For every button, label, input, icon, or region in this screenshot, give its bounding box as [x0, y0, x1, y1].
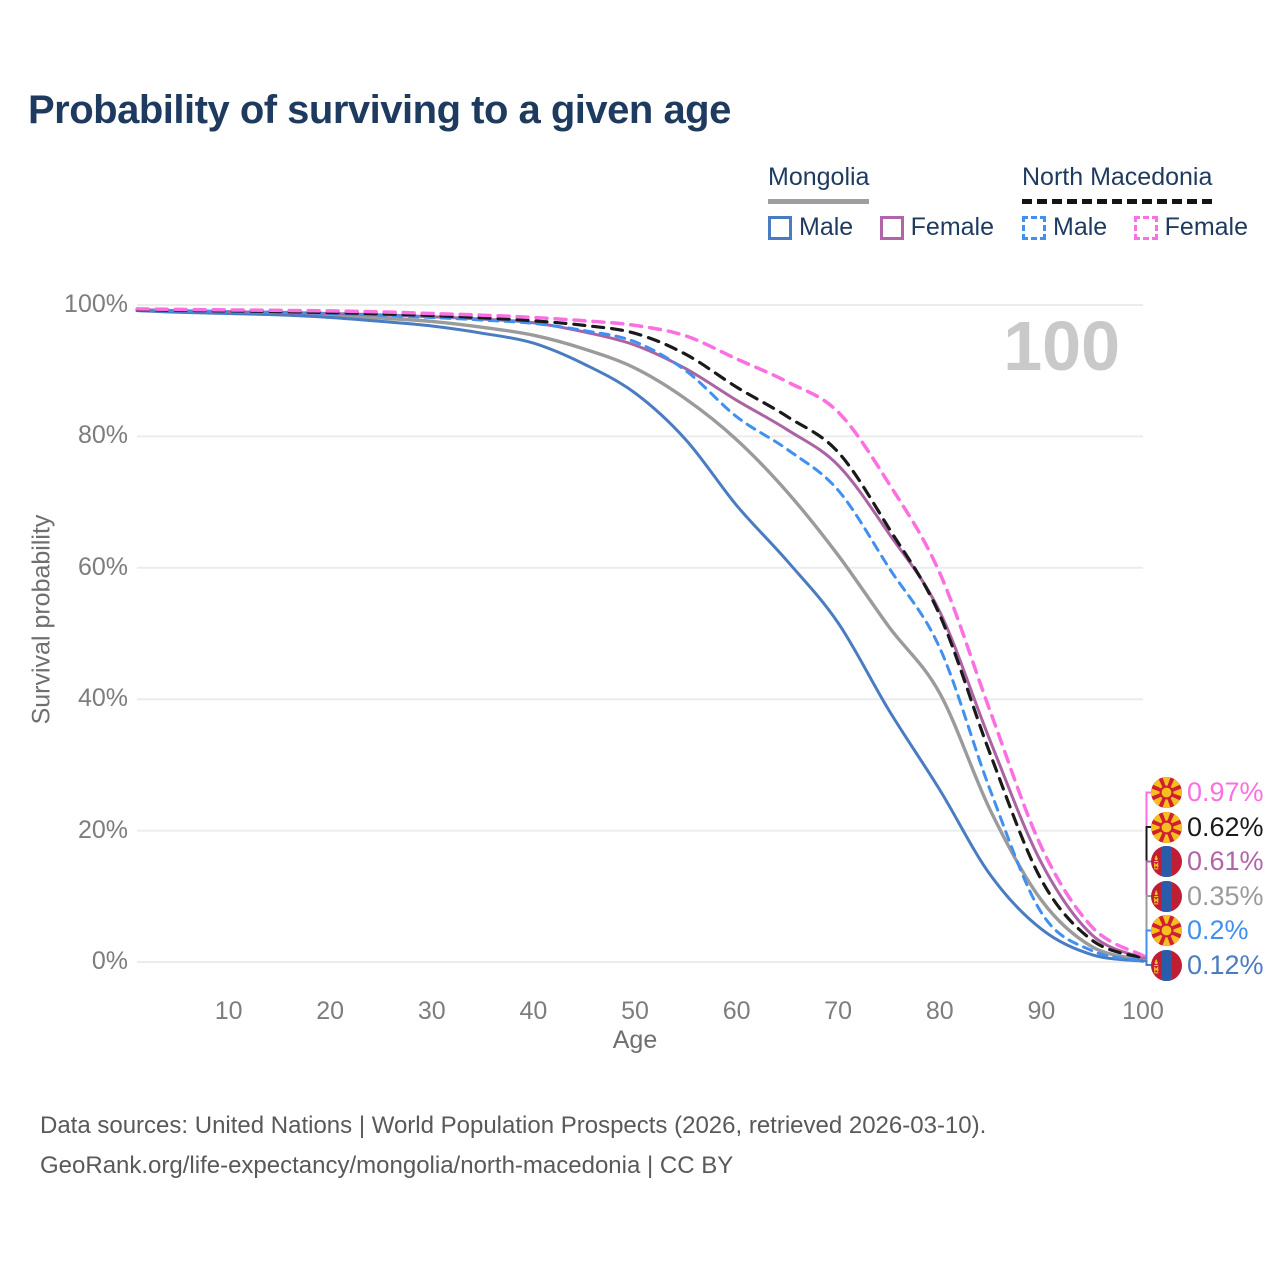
- x-tick-label-40: 40: [519, 997, 548, 1025]
- legend-group-north-macedonia: North Macedonia Male Female: [1022, 163, 1270, 245]
- legend-label: Male: [1053, 213, 1108, 241]
- x-tick-label-60: 60: [722, 997, 751, 1025]
- legend-label: Female: [1164, 213, 1249, 241]
- end-label-value: 0.12%: [1187, 949, 1264, 980]
- source-attribution: Data sources: United Nations | World Pop…: [40, 1106, 986, 1186]
- north-macedonia-female-swatch-icon: [1133, 215, 1158, 240]
- page-title: Probability of surviving to a given age: [28, 88, 731, 132]
- watermark-age-100: 100: [1003, 307, 1120, 385]
- y-axis-title: Survival probability: [27, 514, 56, 725]
- x-tick-label-80: 80: [925, 997, 954, 1025]
- y-tick-label-20: 20%: [77, 815, 128, 844]
- x-tick-label-50: 50: [621, 997, 649, 1025]
- y-tick-label-40: 40%: [77, 684, 128, 713]
- series-line-north-macedonia-male[interactable]: [135, 308, 1145, 963]
- end-label-mongolia-female: 0.61%: [1151, 845, 1264, 878]
- north-macedonia-male-swatch-icon: [1022, 215, 1046, 240]
- source-line-1: Data sources: United Nations | World Pop…: [40, 1112, 987, 1139]
- mongolia-flag-icon: [1151, 846, 1182, 877]
- north-macedonia-flag-icon: [1151, 915, 1182, 946]
- x-tick-label-100: 100: [1122, 997, 1164, 1025]
- x-tick-label-70: 70: [824, 997, 853, 1025]
- end-label-value: 0.61%: [1187, 846, 1264, 876]
- x-axis-title: Age: [612, 1026, 658, 1054]
- legend-header-north-macedonia[interactable]: North Macedonia: [1022, 163, 1213, 204]
- end-label-value: 0.97%: [1187, 777, 1264, 807]
- legend-header-mongolia[interactable]: Mongolia: [768, 163, 870, 204]
- north-macedonia-flag-icon: [1151, 777, 1182, 808]
- x-tick-label-10: 10: [214, 997, 243, 1025]
- x-tick-label-30: 30: [417, 997, 446, 1025]
- source-line-2: GeoRank.org/life-expectancy/mongolia/nor…: [40, 1152, 734, 1179]
- mongolia-flag-icon: [1151, 881, 1182, 912]
- series-line-north-macedonia-female[interactable]: [135, 307, 1145, 958]
- end-label-value: 0.2%: [1187, 915, 1249, 945]
- mongolia-flag-icon: [1151, 950, 1182, 981]
- y-tick-label-60: 60%: [77, 552, 128, 581]
- y-tick-label-80: 80%: [77, 421, 128, 450]
- legend-group-mongolia: Mongolia Male Female: [768, 163, 1016, 245]
- end-label-connector-mongolia-male: [1143, 960, 1152, 966]
- mongolia-male-swatch-icon: [768, 215, 792, 240]
- series-line-mongolia-total[interactable]: [135, 308, 1145, 962]
- x-tick-label-90: 90: [1027, 997, 1056, 1025]
- series-line-mongolia-male[interactable]: [135, 309, 1145, 963]
- x-tick-label-20: 20: [316, 997, 345, 1025]
- end-label-mongolia-total: 0.35%: [1151, 880, 1264, 913]
- series-line-mongolia-female[interactable]: [135, 308, 1145, 960]
- end-label-value: 0.62%: [1187, 811, 1264, 842]
- series-line-north-macedonia-total[interactable]: [135, 308, 1145, 960]
- end-label-value: 0.35%: [1187, 880, 1264, 911]
- y-tick-label-100: 100%: [64, 290, 128, 318]
- north-macedonia-flag-icon: [1151, 812, 1182, 843]
- end-label-mongolia-male: 0.12%: [1151, 949, 1264, 982]
- legend-item-mongolia-male[interactable]: Male: [768, 213, 853, 242]
- legend-item-mongolia-female[interactable]: Female: [879, 213, 995, 242]
- legend-item-north-macedonia-female[interactable]: Female: [1133, 213, 1249, 242]
- legend-item-north-macedonia-male[interactable]: Male: [1022, 213, 1107, 242]
- legend-label: Female: [910, 213, 995, 241]
- mongolia-female-swatch-icon: [879, 215, 904, 240]
- y-tick-label-0: 0%: [91, 947, 128, 975]
- end-label-north-macedonia-female: 0.97%: [1151, 776, 1264, 809]
- end-label-north-macedonia-male: 0.2%: [1151, 914, 1249, 947]
- legend-label: Male: [799, 213, 854, 241]
- end-label-north-macedonia-total: 0.62%: [1151, 811, 1264, 844]
